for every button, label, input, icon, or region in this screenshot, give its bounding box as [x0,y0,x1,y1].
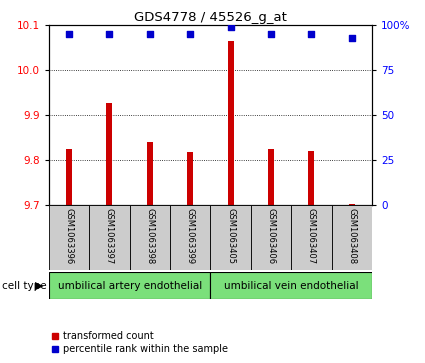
Text: GSM1063397: GSM1063397 [105,208,114,265]
Point [267,32,274,37]
Point [227,24,234,30]
Point [348,35,355,41]
Bar [227,41,234,205]
Text: umbilical vein endothelial: umbilical vein endothelial [224,281,358,291]
Bar [106,103,113,205]
Point [146,32,153,37]
Bar [147,142,153,205]
Text: GSM1063398: GSM1063398 [145,208,154,265]
Text: GSM1063406: GSM1063406 [266,208,275,265]
Bar [268,150,274,205]
Title: GDS4778 / 45526_g_at: GDS4778 / 45526_g_at [134,11,287,24]
Bar [210,272,372,299]
Bar [130,205,170,270]
Point [187,32,193,37]
Bar [251,205,291,270]
Bar [210,205,251,270]
Text: GSM1063405: GSM1063405 [226,208,235,265]
Text: GSM1063396: GSM1063396 [65,208,74,265]
Text: cell type: cell type [2,281,47,291]
Text: ▶: ▶ [35,281,44,291]
Bar [66,149,72,205]
Point [106,32,113,37]
Bar [49,205,89,270]
Legend: transformed count, percentile rank within the sample: transformed count, percentile rank withi… [47,327,232,358]
Bar [348,204,355,205]
Bar [89,205,130,270]
Bar [291,205,332,270]
Text: umbilical artery endothelial: umbilical artery endothelial [57,281,202,291]
Text: GSM1063408: GSM1063408 [347,208,356,265]
Bar [187,152,193,205]
Text: GSM1063407: GSM1063407 [307,208,316,265]
Bar [170,205,210,270]
Bar [332,205,372,270]
Text: GSM1063399: GSM1063399 [186,208,195,265]
Bar [49,272,210,299]
Bar [308,151,314,205]
Point [308,32,314,37]
Point [65,32,72,37]
